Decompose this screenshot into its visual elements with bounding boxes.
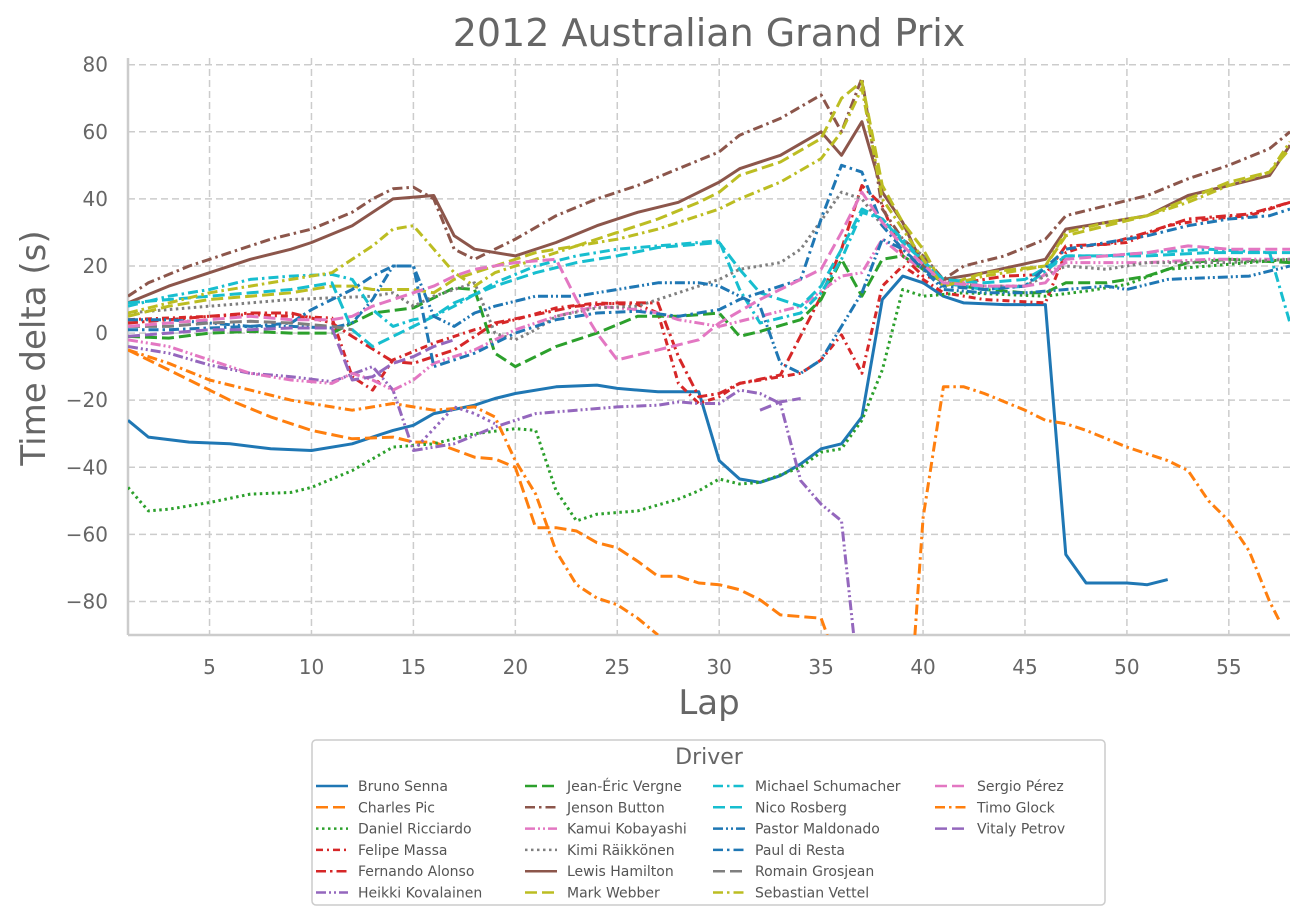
legend-label: Kamui Kobayashi [567, 822, 687, 838]
x-tick-label: 30 [706, 655, 731, 679]
legend-label: Heikki Kovalainen [358, 886, 482, 902]
legend-label: Michael Schumacher [755, 779, 901, 795]
x-tick-label: 10 [299, 655, 324, 679]
x-tick-label: 15 [401, 655, 426, 679]
series-line [128, 207, 1290, 348]
legend-label: Jenson Button [566, 800, 665, 816]
legend-label: Timo Glock [976, 800, 1056, 816]
tick-labels: 5 10 15 20 25 30 35 40 45 50 55 −80 −60 −40 −20 0 20 40 60… [66, 53, 1242, 679]
legend-label: Felipe Massa [358, 843, 447, 859]
series-line [128, 348, 829, 635]
x-tick-label: 20 [503, 655, 528, 679]
legend-label: Fernando Alonso [358, 864, 474, 880]
legend-box [311, 739, 1106, 906]
series-line [128, 257, 1290, 523]
series-line [128, 190, 1290, 362]
legend-label: Mark Webber [567, 886, 660, 902]
y-axis-label: Time delta (s) [14, 230, 54, 466]
y-tick-label: 40 [83, 187, 108, 211]
series-group [128, 76, 1290, 635]
series-line [128, 319, 353, 332]
x-tick-label: 45 [1012, 655, 1037, 679]
series-line [128, 348, 659, 635]
legend-label: Nico Rosberg [755, 800, 847, 816]
y-tick-label: 80 [83, 53, 108, 77]
y-tick-label: −80 [66, 589, 108, 613]
x-tick-label: 5 [203, 655, 216, 679]
y-tick-label: −20 [66, 388, 108, 412]
legend-label: Jean-Éric Vergne [566, 778, 682, 795]
series-line [128, 237, 1290, 375]
series-line [759, 397, 801, 412]
axes [126, 58, 1290, 637]
legend-label: Charles Pic [358, 800, 435, 816]
legend: Driver Bruno Senna Charles Pic Daniel Ricc… [311, 739, 1106, 906]
legend-title: Driver [675, 745, 744, 770]
series-line [913, 385, 1282, 635]
legend-label: Sergio Pérez [977, 779, 1064, 795]
series-lines [128, 76, 1290, 635]
series-line [128, 210, 1290, 328]
grid [128, 58, 1290, 635]
series-line [128, 345, 856, 635]
series-line [128, 274, 1169, 587]
y-tick-label: 0 [95, 321, 108, 345]
series-line [128, 80, 1290, 318]
legend-label: Lewis Hamilton [567, 864, 674, 880]
legend-label: Kimi Räikkönen [567, 843, 675, 859]
chart-title: 2012 Australian Grand Prix [453, 11, 966, 55]
series-line [128, 76, 1290, 298]
legend-label: Daniel Ricciardo [358, 822, 472, 838]
series-line [128, 120, 1290, 305]
x-tick-label: 50 [1114, 655, 1139, 679]
series-line [128, 163, 1290, 369]
legend-label: Romain Grosjean [755, 864, 874, 880]
y-tick-label: −60 [66, 522, 108, 546]
y-tick-label: 20 [83, 254, 108, 278]
y-tick-label: 60 [83, 120, 108, 144]
series-line [128, 254, 1290, 369]
x-tick-label: 40 [910, 655, 935, 679]
y-tick-label: −40 [66, 455, 108, 479]
x-tick-label: 35 [808, 655, 833, 679]
x-tick-label: 55 [1216, 655, 1241, 679]
legend-label: Bruno Senna [358, 779, 448, 795]
series-line [128, 86, 1290, 315]
legend-label: Paul di Resta [755, 843, 845, 859]
series-line [128, 326, 455, 382]
x-axis-label: Lap [678, 683, 739, 723]
x-tick-label: 25 [605, 655, 630, 679]
legend-label: Pastor Maldonado [755, 822, 880, 838]
series-line [128, 190, 1290, 342]
legend-label: Vitaly Petrov [977, 822, 1065, 838]
legend-label: Sebastian Vettel [755, 886, 869, 902]
